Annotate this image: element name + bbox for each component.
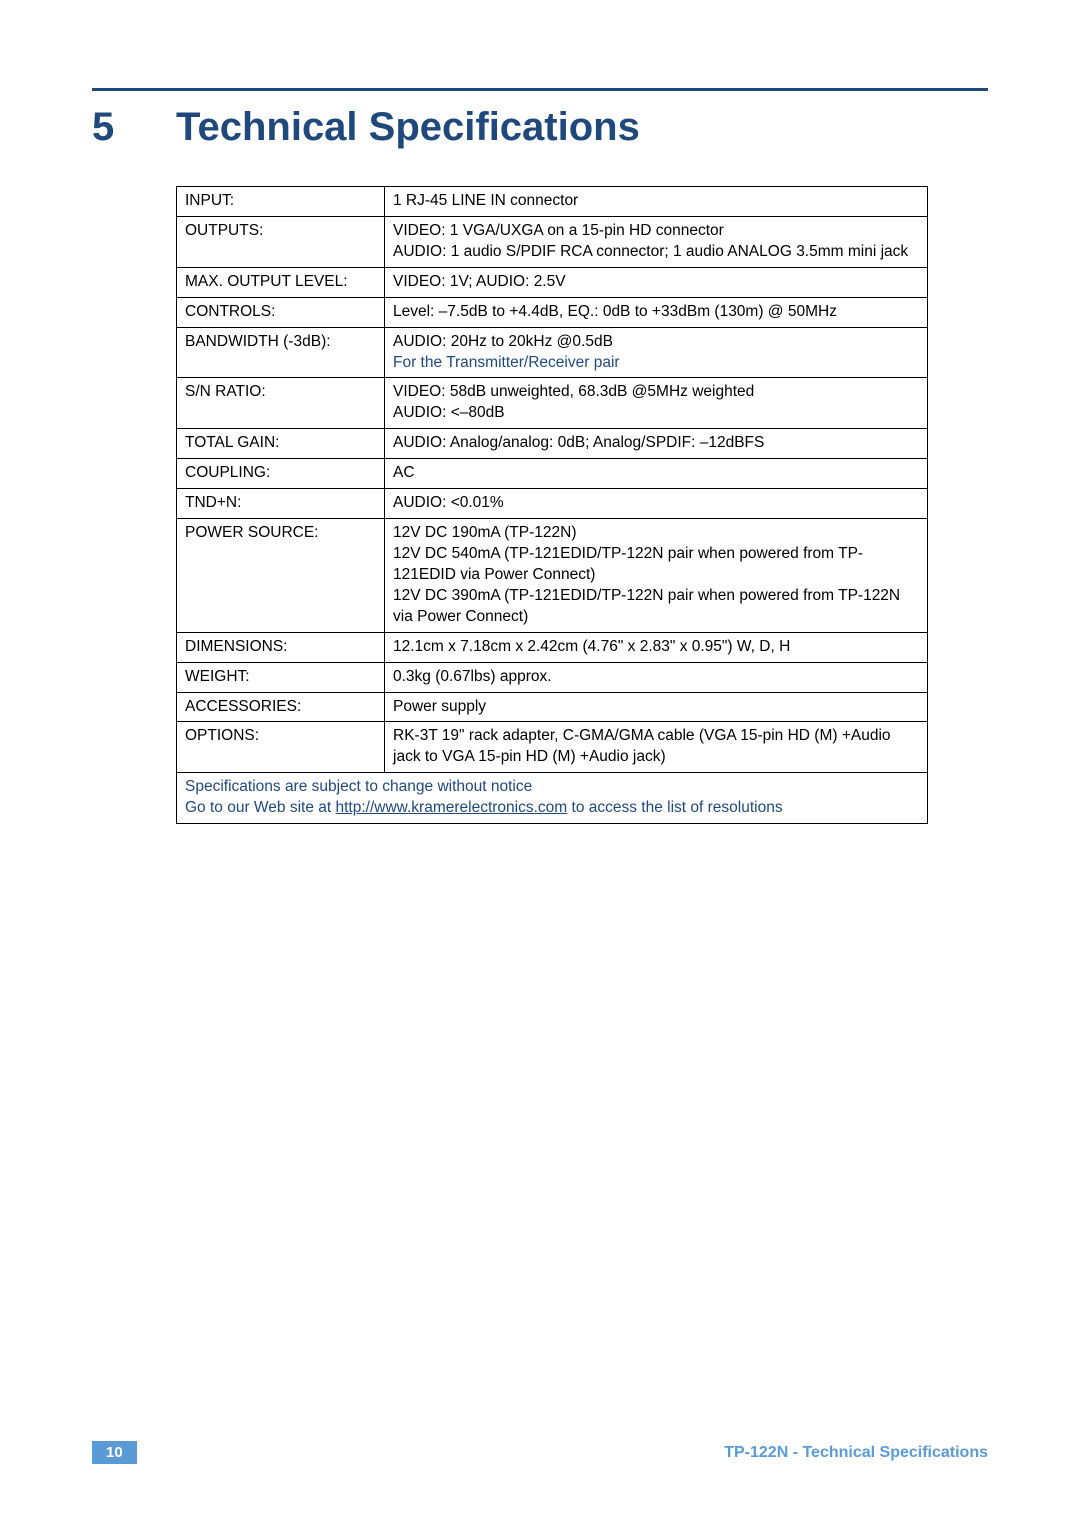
table-row: MAX. OUTPUT LEVEL:VIDEO: 1V; AUDIO: 2.5V	[177, 267, 928, 297]
spec-value: VIDEO: 58dB unweighted, 68.3dB @5MHz wei…	[385, 378, 928, 429]
table-row: TOTAL GAIN:AUDIO: Analog/analog: 0dB; An…	[177, 429, 928, 459]
spec-value: AC	[385, 459, 928, 489]
spec-label: WEIGHT:	[177, 662, 385, 692]
page-number-badge: 10	[92, 1441, 137, 1464]
spec-value: AUDIO: <0.01%	[385, 489, 928, 519]
spec-label: TND+N:	[177, 489, 385, 519]
page: 5 Technical Specifications INPUT:1 RJ-45…	[0, 0, 1080, 1532]
top-rule	[92, 88, 988, 91]
spec-label: CONTROLS:	[177, 297, 385, 327]
spec-label: DIMENSIONS:	[177, 632, 385, 662]
spec-value: RK-3T 19" rack adapter, C-GMA/GMA cable …	[385, 722, 928, 773]
spec-label: INPUT:	[177, 187, 385, 217]
spec-table: INPUT:1 RJ-45 LINE IN connectorOUTPUTS:V…	[176, 186, 928, 824]
table-footnote: Specifications are subject to change wit…	[177, 773, 928, 824]
spec-label: TOTAL GAIN:	[177, 429, 385, 459]
spec-label: OPTIONS:	[177, 722, 385, 773]
table-row: OUTPUTS:VIDEO: 1 VGA/UXGA on a 15-pin HD…	[177, 216, 928, 267]
table-row: WEIGHT:0.3kg (0.67lbs) approx.	[177, 662, 928, 692]
spec-value: VIDEO: 1V; AUDIO: 2.5V	[385, 267, 928, 297]
footnote-post: to access the list of resolutions	[567, 799, 782, 816]
spec-value: AUDIO: Analog/analog: 0dB; Analog/SPDIF:…	[385, 429, 928, 459]
spec-label: POWER SOURCE:	[177, 519, 385, 633]
table-row: BANDWIDTH (-3dB):AUDIO: 20Hz to 20kHz @0…	[177, 327, 928, 378]
footer-title: TP-122N - Technical Specifications	[724, 1444, 988, 1462]
spec-value: 0.3kg (0.67lbs) approx.	[385, 662, 928, 692]
section-title: Technical Specifications	[176, 105, 640, 150]
table-row: S/N RATIO:VIDEO: 58dB unweighted, 68.3dB…	[177, 378, 928, 429]
spec-label: MAX. OUTPUT LEVEL:	[177, 267, 385, 297]
spec-label: COUPLING:	[177, 459, 385, 489]
spec-value: VIDEO: 1 VGA/UXGA on a 15-pin HD connect…	[385, 216, 928, 267]
spec-label: BANDWIDTH (-3dB):	[177, 327, 385, 378]
table-row: TND+N:AUDIO: <0.01%	[177, 489, 928, 519]
spec-value: 12.1cm x 7.18cm x 2.42cm (4.76" x 2.83" …	[385, 632, 928, 662]
spec-value: AUDIO: 20Hz to 20kHz @0.5dBFor the Trans…	[385, 327, 928, 378]
spec-value: 12V DC 190mA (TP-122N)12V DC 540mA (TP-1…	[385, 519, 928, 633]
table-row: DIMENSIONS:12.1cm x 7.18cm x 2.42cm (4.7…	[177, 632, 928, 662]
footnote-pre: Go to our Web site at	[185, 799, 335, 816]
spec-table-body: INPUT:1 RJ-45 LINE IN connectorOUTPUTS:V…	[177, 187, 928, 824]
spec-value: Power supply	[385, 692, 928, 722]
table-row: CONTROLS:Level: –7.5dB to +4.4dB, EQ.: 0…	[177, 297, 928, 327]
spec-note: For the Transmitter/Receiver pair	[393, 354, 620, 371]
footnote-line1: Specifications are subject to change wit…	[185, 778, 532, 795]
table-footnote-row: Specifications are subject to change wit…	[177, 773, 928, 824]
footer: 10 TP-122N - Technical Specifications	[92, 1441, 988, 1464]
spec-label: OUTPUTS:	[177, 216, 385, 267]
table-row: OPTIONS:RK-3T 19" rack adapter, C-GMA/GM…	[177, 722, 928, 773]
section-number: 5	[92, 105, 176, 150]
spec-label: S/N RATIO:	[177, 378, 385, 429]
table-row: INPUT:1 RJ-45 LINE IN connector	[177, 187, 928, 217]
table-row: COUPLING:AC	[177, 459, 928, 489]
table-row: POWER SOURCE:12V DC 190mA (TP-122N)12V D…	[177, 519, 928, 633]
heading: 5 Technical Specifications	[92, 105, 988, 150]
spec-value: Level: –7.5dB to +4.4dB, EQ.: 0dB to +33…	[385, 297, 928, 327]
table-row: ACCESSORIES:Power supply	[177, 692, 928, 722]
spec-value: 1 RJ-45 LINE IN connector	[385, 187, 928, 217]
footnote-link[interactable]: http://www.kramerelectronics.com	[335, 799, 567, 816]
spec-label: ACCESSORIES:	[177, 692, 385, 722]
